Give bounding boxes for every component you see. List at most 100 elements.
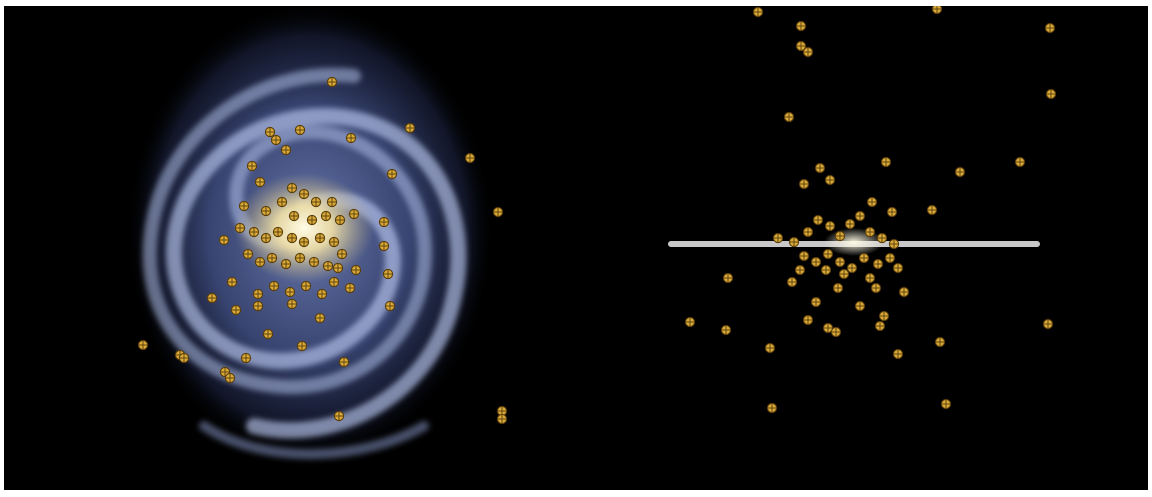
globular-cluster-icon [224, 372, 236, 384]
globular-cluster-icon [260, 205, 272, 217]
globular-cluster-icon [252, 300, 264, 312]
globular-cluster-icon [795, 20, 807, 32]
globular-cluster-icon [783, 111, 795, 123]
spiral-galaxy-face-on-image [125, 6, 495, 462]
globular-cluster-icon [1045, 88, 1057, 100]
globular-cluster-icon [934, 336, 946, 348]
globular-cluster-icon [788, 236, 800, 248]
globular-cluster-icon [294, 252, 306, 264]
globular-cluster-icon [288, 210, 300, 222]
globular-cluster-icon [345, 132, 357, 144]
globular-cluster-icon [334, 214, 346, 226]
globular-cluster-icon [786, 276, 798, 288]
globular-cluster-icon [878, 310, 890, 322]
globular-cluster-icon [810, 256, 822, 268]
globular-cluster-icon [824, 174, 836, 186]
globular-cluster-icon [300, 280, 312, 292]
globular-cluster-icon [931, 6, 943, 15]
globular-cluster-icon [328, 236, 340, 248]
globular-cluster-icon [242, 248, 254, 260]
globular-cluster-icon [802, 46, 814, 58]
globular-cluster-icon [316, 288, 328, 300]
globular-cluster-icon [870, 282, 882, 294]
globular-cluster-icon [268, 280, 280, 292]
globular-cluster-icon [322, 260, 334, 272]
globular-cluster-icon [254, 176, 266, 188]
globular-cluster-icon [802, 226, 814, 238]
globular-cluster-icon [286, 232, 298, 244]
globular-cluster-icon [306, 214, 318, 226]
globular-cluster-icon [832, 282, 844, 294]
globular-cluster-icon [326, 76, 338, 88]
globular-cluster-icon [858, 252, 870, 264]
globular-cluster-icon [1042, 318, 1054, 330]
globular-cluster-icon [280, 258, 292, 270]
globular-cluster-icon [298, 236, 310, 248]
globular-cluster-icon [926, 204, 938, 216]
globular-cluster-icon [764, 342, 776, 354]
globular-cluster-icon [1014, 156, 1026, 168]
globular-cluster-icon [814, 162, 826, 174]
globular-cluster-icon [892, 262, 904, 274]
globular-cluster-icon [834, 256, 846, 268]
globular-cluster-icon [382, 268, 394, 280]
globular-cluster-icon [308, 256, 320, 268]
globular-cluster-icon [248, 226, 260, 238]
globular-cluster-icon [280, 144, 292, 156]
globular-cluster-icon [266, 252, 278, 264]
globular-cluster-icon [350, 264, 362, 276]
globular-cluster-icon [720, 324, 732, 336]
globular-cluster-icon [314, 312, 326, 324]
globular-cluster-icon [326, 196, 338, 208]
globular-cluster-icon [772, 232, 784, 244]
globular-cluster-icon [310, 196, 322, 208]
globular-cluster-icon [332, 262, 344, 274]
globular-cluster-icon [886, 206, 898, 218]
galaxy-scene [4, 6, 1148, 490]
globular-cluster-icon [294, 124, 306, 136]
globular-cluster-icon [820, 264, 832, 276]
globular-cluster-icon [766, 402, 778, 414]
globular-cluster-icon [846, 262, 858, 274]
globular-cluster-icon [254, 256, 266, 268]
globular-cluster-icon [752, 6, 764, 18]
globular-cluster-icon [348, 208, 360, 220]
globular-cluster-icon [284, 286, 296, 298]
globular-cluster-icon [404, 122, 416, 134]
globular-cluster-icon [492, 206, 504, 218]
globular-cluster-icon [898, 286, 910, 298]
globular-cluster-icon [298, 188, 310, 200]
globular-cluster-icon [320, 210, 332, 222]
globular-cluster-icon [464, 152, 476, 164]
globular-cluster-icon [802, 314, 814, 326]
globular-cluster-icon [834, 230, 846, 242]
globular-cluster-icon [798, 250, 810, 262]
globular-cluster-icon [1044, 22, 1056, 34]
globular-cluster-icon [880, 156, 892, 168]
globular-cluster-icon [206, 292, 218, 304]
globular-cluster-icon [286, 182, 298, 194]
globular-cluster-icon [333, 410, 345, 422]
globular-cluster-icon [296, 340, 308, 352]
globular-cluster-icon [378, 240, 390, 252]
globular-cluster-icon [336, 248, 348, 260]
globular-cluster-icon [844, 218, 856, 230]
globular-cluster-icon [722, 272, 734, 284]
globular-cluster-icon [830, 326, 842, 338]
globular-cluster-icon [314, 232, 326, 244]
globular-cluster-icon [386, 168, 398, 180]
globular-cluster-icon [137, 339, 149, 351]
globular-cluster-icon [884, 252, 896, 264]
globular-cluster-icon [838, 268, 850, 280]
globular-cluster-icon [854, 300, 866, 312]
globular-cluster-icon [866, 196, 878, 208]
globular-cluster-icon [230, 304, 242, 316]
globular-cluster-icon [378, 216, 390, 228]
globular-cluster-icon [178, 352, 190, 364]
globular-cluster-icon [940, 398, 952, 410]
globular-cluster-icon [264, 126, 276, 138]
globular-cluster-icon [888, 238, 900, 250]
globular-cluster-icon [260, 232, 272, 244]
globular-cluster-icon [864, 272, 876, 284]
